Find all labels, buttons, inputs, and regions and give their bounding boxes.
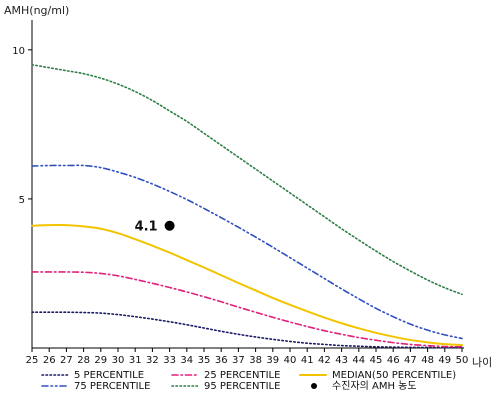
legend-item: 75 PERCENTILE <box>41 381 150 392</box>
series-layer <box>31 63 463 349</box>
x-tick-label: 48 <box>421 355 434 366</box>
legend-item: 5 PERCENTILE <box>41 370 144 381</box>
x-tick-label: 29 <box>94 355 107 366</box>
series-line-5-percentile <box>31 311 463 349</box>
chart-axes: 5 10 25 26 27 28 29 30 31 32 33 34 35 36 37 38 39 40 41 42 4… <box>12 20 468 366</box>
legend-item: 25 PERCENTILE <box>171 370 280 381</box>
x-tick-label: 44 <box>352 355 365 366</box>
x-tick-label: 33 <box>163 355 176 366</box>
x-tick-label: 37 <box>232 355 245 366</box>
y-tick-label: 10 <box>12 46 25 57</box>
x-tick-label: 25 <box>26 355 39 366</box>
series-line-25-percentile <box>31 271 463 348</box>
legend: 5 PERCENTILE 25 PERCENTILE MEDIAN(50 PERCE… <box>41 370 456 392</box>
x-tick-label: 40 <box>284 355 297 366</box>
x-tick-label: 28 <box>77 355 90 366</box>
legend-item: 95 PERCENTILE <box>171 381 280 392</box>
legend-label: 75 PERCENTILE <box>74 381 150 392</box>
x-tick-label: 45 <box>370 355 383 366</box>
series-line-75-percentile <box>31 164 463 340</box>
x-tick-label: 35 <box>198 355 211 366</box>
x-tick-label: 42 <box>318 355 331 366</box>
y-axis-label: AMH(ng/ml) <box>4 4 69 17</box>
legend-label: 수진자의 AMH 농도 <box>332 380 417 392</box>
legend-label: 25 PERCENTILE <box>204 370 280 381</box>
legend-swatch-circle <box>311 383 317 389</box>
x-tick-label: 41 <box>301 355 314 366</box>
x-tick-label: 32 <box>146 355 159 366</box>
x-tick-label: 49 <box>438 355 451 366</box>
series-line-median-50-percentile <box>31 224 463 347</box>
x-tick-label: 27 <box>60 355 73 366</box>
x-tick-label: 30 <box>112 355 125 366</box>
legend-item: MEDIAN(50 PERCENTILE) <box>299 370 456 381</box>
legend-item: 수진자의 AMH 농도 <box>311 380 417 392</box>
patient-amh-point <box>164 220 175 231</box>
x-tick-label: 50 <box>456 355 469 366</box>
x-tick-label: 38 <box>249 355 262 366</box>
series-line-95-percentile <box>31 63 463 296</box>
x-tick-label: 26 <box>43 355 56 366</box>
x-axis-label: 나이 <box>472 356 492 369</box>
x-tick-label: 43 <box>335 355 348 366</box>
x-tick-label: 46 <box>387 355 400 366</box>
x-tick-label: 39 <box>266 355 279 366</box>
x-tick-label: 47 <box>404 355 417 366</box>
x-tick-label: 31 <box>129 355 142 366</box>
legend-label: 5 PERCENTILE <box>74 370 144 381</box>
points-layer: 4.1 <box>135 220 175 235</box>
x-tick-label: 34 <box>180 355 193 366</box>
legend-label: MEDIAN(50 PERCENTILE) <box>332 370 456 381</box>
legend-label: 95 PERCENTILE <box>204 381 280 392</box>
x-tick-label: 36 <box>215 355 228 366</box>
y-tick-label: 5 <box>19 195 25 206</box>
patient-amh-value-label: 4.1 <box>135 220 158 235</box>
